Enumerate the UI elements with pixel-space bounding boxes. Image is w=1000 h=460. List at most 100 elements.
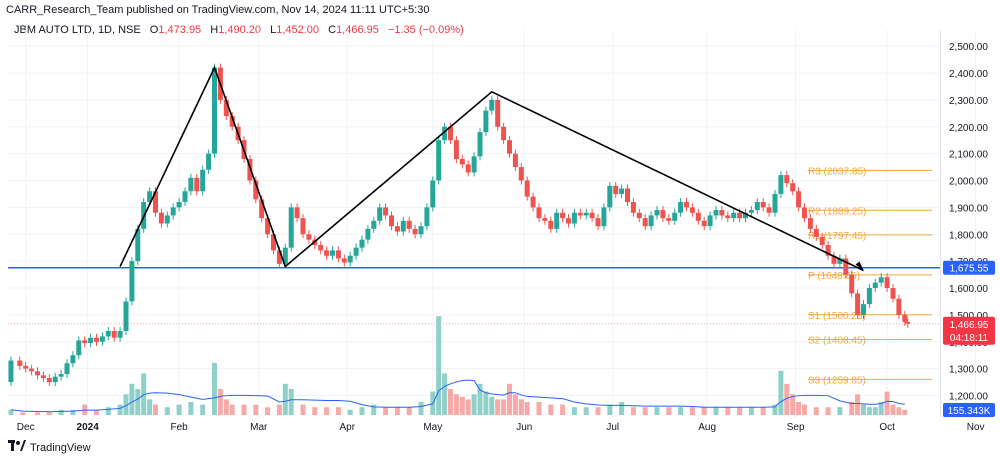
y-tick-label: 2,500.00 <box>949 42 988 53</box>
volume-bar <box>200 404 206 415</box>
candle-body <box>884 277 890 288</box>
candle-body <box>406 220 412 229</box>
candle-body <box>595 218 601 227</box>
y-tick-label: 2,400.00 <box>949 69 988 80</box>
candle-body <box>613 185 619 194</box>
volume-bar <box>471 394 477 415</box>
candle-body <box>678 202 684 213</box>
candle-body <box>819 236 825 245</box>
candle-body <box>483 110 489 133</box>
volume-bar <box>448 389 453 415</box>
volume-bar <box>560 404 566 415</box>
candle-body <box>347 255 353 263</box>
candle-body <box>512 153 518 168</box>
volume-bar <box>123 394 129 415</box>
volume-bar <box>229 404 235 415</box>
candle-body <box>359 239 365 248</box>
candle-body <box>654 210 660 216</box>
candle-body <box>843 258 849 275</box>
symbol-title[interactable]: JBM AUTO LTD, 1D, NSE <box>14 24 141 36</box>
volume-bar <box>837 407 843 415</box>
candle-body <box>94 337 99 342</box>
candle-body <box>194 177 200 192</box>
last-price-label: 1,466.95 <box>950 320 989 331</box>
volume-bar <box>666 407 672 415</box>
candle-body <box>318 245 324 251</box>
volume-bar <box>748 407 754 415</box>
candle-body <box>99 336 105 342</box>
candle-body <box>23 365 29 369</box>
support-price-badge <box>943 260 995 275</box>
y-tick-label: 1,600.00 <box>949 284 988 295</box>
volume-bar <box>760 407 766 415</box>
candle-body <box>896 298 902 315</box>
volume-bar <box>459 396 465 415</box>
candle-body <box>471 156 477 173</box>
volume-bar <box>223 399 229 415</box>
volume-bar <box>825 407 831 415</box>
volume-bar <box>855 394 861 415</box>
candle-body <box>607 185 613 208</box>
x-tick-label: Sep <box>787 422 805 433</box>
volume-bar <box>642 407 648 415</box>
candle-body <box>265 218 271 235</box>
x-tick-label: Feb <box>170 422 188 433</box>
x-tick-label: Apr <box>339 422 355 433</box>
x-tick-label: Dec <box>17 422 35 433</box>
candle-body <box>111 331 117 338</box>
volume-bar <box>153 404 158 415</box>
volume-bar <box>436 316 442 415</box>
candle-body <box>282 247 288 264</box>
candle-body <box>52 376 58 383</box>
candle-body <box>778 175 784 194</box>
y-tick-label: 2,100.00 <box>949 150 988 161</box>
change-value: −1.35 (−0.09%) <box>387 24 464 36</box>
candle-body <box>123 301 129 331</box>
volume-bar <box>241 404 247 415</box>
candle-body <box>760 202 766 208</box>
pivot-label: P (1648.65) <box>808 271 860 282</box>
candle-body <box>813 228 819 237</box>
candle-body <box>158 212 164 224</box>
candle-body <box>453 140 459 159</box>
candle-body <box>648 215 654 227</box>
candle-body <box>619 188 625 194</box>
volume-bar <box>335 407 341 415</box>
candle-body <box>890 288 896 299</box>
candle-body <box>790 183 796 192</box>
volume-bar <box>725 407 731 415</box>
candle-body <box>725 215 731 219</box>
volume-bar <box>359 407 365 415</box>
candle-body <box>330 250 335 256</box>
price-axis-divider <box>940 30 941 417</box>
volume-bar <box>176 404 182 415</box>
candle-body <box>583 212 589 216</box>
volume-bar <box>347 409 353 415</box>
candle-body <box>117 331 123 338</box>
volume-bar <box>678 407 684 415</box>
pattern-arrow-icon <box>855 261 864 271</box>
volume-bar <box>701 407 707 415</box>
candle-body <box>371 220 377 229</box>
volume-bar <box>489 396 495 415</box>
tradingview-footer[interactable]: TradingView <box>8 440 91 455</box>
candle-body <box>495 99 501 127</box>
candle-body <box>825 245 831 256</box>
volume-bar <box>477 383 483 415</box>
candle-body <box>35 371 40 376</box>
volume-bar <box>861 404 866 415</box>
volume-bar <box>188 402 194 415</box>
volume-bar <box>418 402 424 415</box>
candle-body <box>176 202 182 208</box>
candle-body <box>147 191 153 202</box>
candle-body <box>796 191 802 208</box>
candle-body <box>748 210 754 213</box>
volume-bar <box>453 394 459 415</box>
pivot-label: R2 (1889.25) <box>808 206 866 217</box>
candle-body <box>855 293 861 315</box>
volume-bar <box>796 402 802 415</box>
candle-body <box>684 202 689 208</box>
candle-body <box>170 207 176 216</box>
volume-badge <box>943 403 995 417</box>
